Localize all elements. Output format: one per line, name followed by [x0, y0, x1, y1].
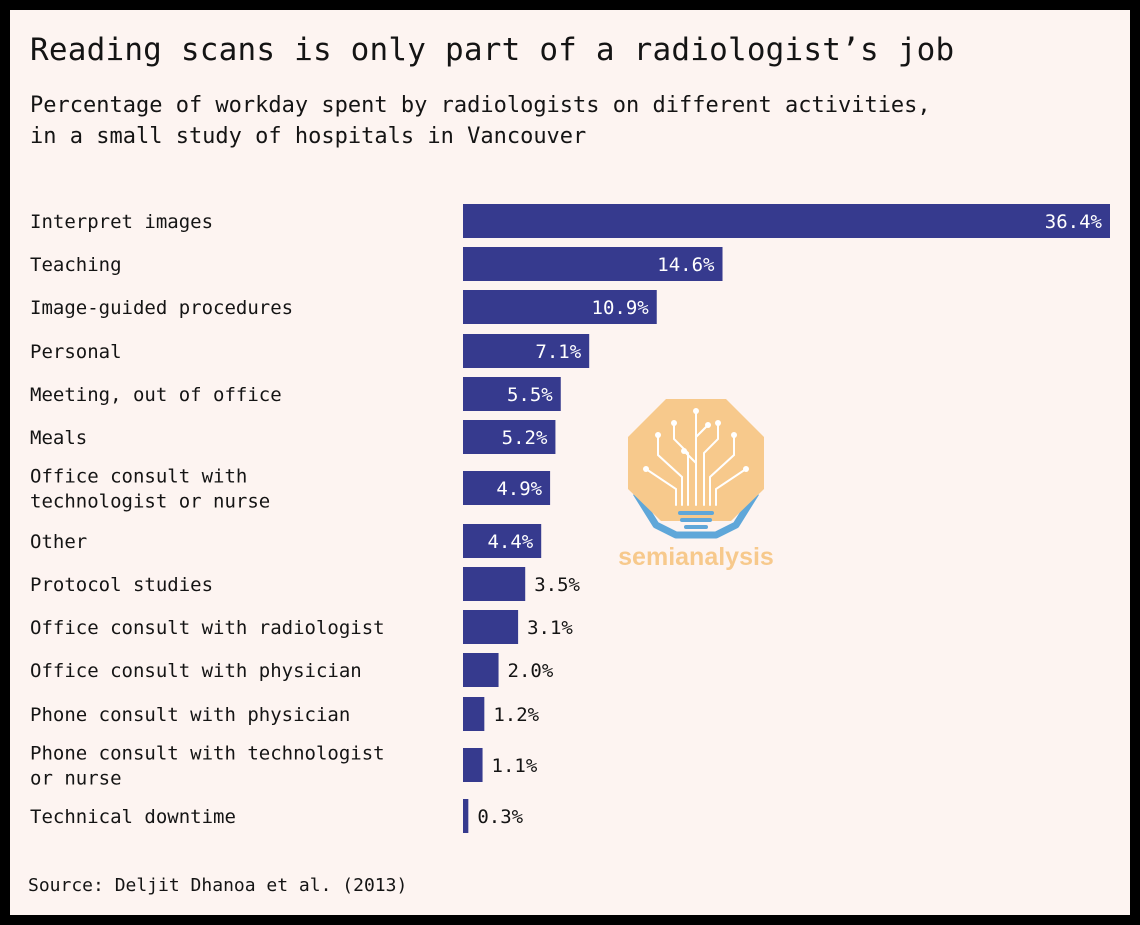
- chart-card: Reading scans is only part of a radiolog…: [10, 10, 1130, 915]
- value-label-5: 5.2%: [502, 427, 548, 449]
- bar-5: [463, 420, 556, 454]
- bar-6: [463, 471, 551, 505]
- bar-1: [463, 247, 723, 281]
- category-label-12-line-0: Phone consult with technologist: [30, 743, 385, 765]
- bar-10: [463, 653, 499, 687]
- category-label-2: Image-guided procedures: [30, 297, 293, 319]
- subtitle-line-1: Percentage of workday spent by radiologi…: [30, 93, 931, 118]
- bar-4: [463, 377, 561, 411]
- subtitle-line-2: in a small study of hospitals in Vancouv…: [30, 124, 587, 149]
- category-label-0: Interpret images: [30, 211, 213, 233]
- bar-13: [463, 799, 469, 833]
- bar-2: [463, 290, 657, 324]
- category-label-1: Teaching: [30, 254, 122, 276]
- bar-3: [463, 334, 590, 368]
- chart-title: Reading scans is only part of a radiolog…: [30, 32, 955, 68]
- category-label-3: Personal: [30, 341, 122, 363]
- value-label-4: 5.5%: [507, 384, 553, 406]
- value-label-8: 3.5%: [534, 574, 580, 596]
- logo-text: semianalysis: [618, 543, 774, 571]
- bar-9: [463, 610, 519, 644]
- value-label-9: 3.1%: [527, 617, 573, 639]
- category-label-12-line-1: or nurse: [30, 768, 122, 790]
- value-label-11: 1.2%: [493, 704, 539, 726]
- value-label-7: 4.4%: [487, 531, 533, 553]
- bar-12: [463, 748, 483, 782]
- value-label-3: 7.1%: [535, 341, 581, 363]
- category-label-11: Phone consult with physician: [30, 704, 350, 726]
- bar-chart: Interpret images 36.4% Teaching 14.6% Image-…: [30, 204, 1110, 833]
- logo-bulb-icon: [628, 399, 764, 539]
- category-label-8: Protocol studies: [30, 574, 213, 596]
- chart-subtitle: Percentage of workday spent by radiologi…: [30, 90, 931, 152]
- semianalysis-logo: semianalysis: [618, 399, 774, 571]
- category-label-6-line-1: technologist or nurse: [30, 491, 270, 513]
- category-label-7: Other: [30, 531, 87, 553]
- category-label-10: Office consult with physician: [30, 660, 362, 682]
- category-label-6-line-0: Office consult with: [30, 466, 247, 488]
- value-label-0: 36.4%: [1045, 211, 1103, 233]
- value-label-6: 4.9%: [496, 478, 542, 500]
- source-note: Source: Deljit Dhanoa et al. (2013): [28, 875, 408, 896]
- bar-7: [463, 524, 542, 558]
- value-label-10: 2.0%: [508, 660, 554, 682]
- category-label-4: Meeting, out of office: [30, 384, 282, 406]
- value-label-2: 10.9%: [592, 297, 650, 319]
- value-label-13: 0.3%: [477, 806, 523, 828]
- value-label-12: 1.1%: [492, 755, 538, 777]
- category-label-5: Meals: [30, 427, 87, 449]
- bar-11: [463, 697, 485, 731]
- bar-8: [463, 567, 526, 601]
- category-label-13: Technical downtime: [30, 806, 236, 828]
- value-label-1: 14.6%: [657, 254, 715, 276]
- bar-0: [463, 204, 1110, 238]
- category-label-9: Office consult with radiologist: [30, 617, 385, 639]
